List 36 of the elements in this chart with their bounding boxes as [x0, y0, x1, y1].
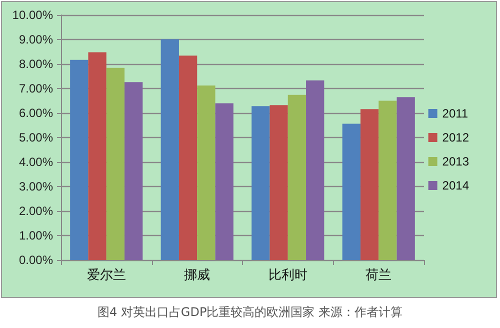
x-tick-label: 比利时 — [268, 267, 308, 282]
y-tick-label: 10.00% — [12, 8, 54, 22]
legend-label: 2014 — [442, 178, 470, 192]
bar — [88, 52, 106, 260]
y-tick-label: 8.00% — [18, 57, 54, 71]
legend-label: 2011 — [442, 106, 468, 120]
bar — [342, 124, 360, 260]
x-tick-label: 挪威 — [184, 267, 210, 282]
y-tick-label: 6.00% — [18, 106, 54, 120]
bar — [270, 105, 288, 260]
y-tick-label: 1.00% — [18, 228, 54, 242]
bar — [215, 103, 234, 260]
bar — [178, 56, 198, 260]
y-tick-label: 5.00% — [18, 130, 54, 144]
bar — [252, 106, 270, 260]
y-tick-label: 7.00% — [18, 82, 54, 96]
x-tick-label: 荷兰 — [366, 267, 392, 282]
y-tick-label: 9.00% — [18, 32, 54, 46]
legend-label: 2012 — [442, 130, 470, 144]
y-tick-label: 2.00% — [18, 204, 54, 218]
bar — [124, 82, 143, 260]
bar — [288, 94, 306, 260]
bar — [306, 80, 324, 260]
bar — [70, 60, 88, 260]
y-tick-label: 4.00% — [18, 155, 54, 169]
y-tick-label: 3.00% — [18, 180, 54, 194]
legend-label: 2013 — [442, 154, 470, 168]
bar — [197, 86, 216, 260]
text: 图4 对英出口占GDP比重较高的欧洲国家 来源：作者计算 — [96, 304, 404, 321]
bar — [360, 109, 379, 260]
y-tick-label: 0.00% — [18, 253, 54, 267]
bar — [160, 39, 179, 260]
x-tick-label: 爱尔兰 — [86, 267, 126, 282]
bar — [378, 100, 397, 260]
bar — [106, 68, 125, 260]
bar — [396, 97, 415, 260]
